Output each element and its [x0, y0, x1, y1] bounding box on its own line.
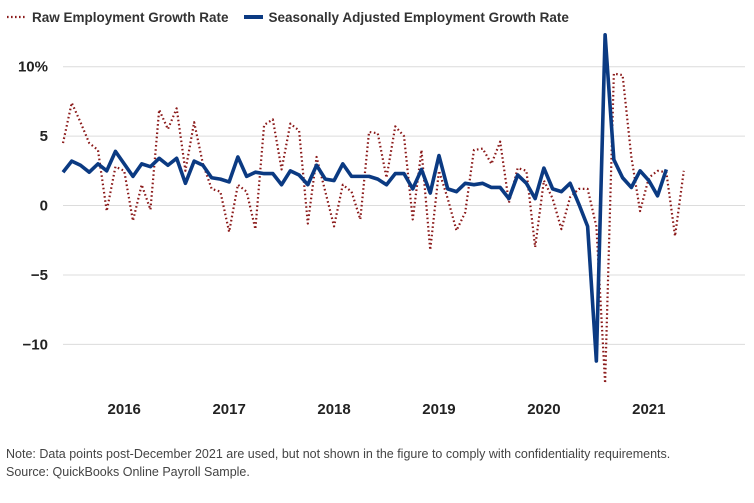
legend-label-raw: Raw Employment Growth Rate — [32, 9, 229, 25]
y-axis-tick-labels: 10% 5 0 −5 −10 — [18, 59, 48, 354]
x-tick-label: 2021 — [632, 401, 665, 418]
legend-label-seasonally-adjusted: Seasonally Adjusted Employment Growth Ra… — [268, 9, 569, 25]
x-tick-label: 2019 — [422, 401, 455, 418]
y-tick-label: 10% — [18, 59, 48, 76]
legend-item-seasonally-adjusted[interactable]: Seasonally Adjusted Employment Growth Ra… — [243, 10, 569, 25]
raw-growth-series-line — [61, 72, 685, 385]
legend-solid-line-icon — [243, 15, 263, 19]
legend-dotted-line-icon — [7, 15, 26, 19]
data-series — [61, 32, 685, 385]
seasonally-adjusted-series-line — [61, 32, 669, 363]
x-tick-label: 2020 — [527, 401, 560, 418]
x-axis-tick-labels: 2016 2017 2018 2019 2020 2021 — [108, 401, 666, 418]
note-text: Note: Data points post-December 2021 are… — [6, 447, 671, 461]
y-tick-label: −10 — [23, 336, 48, 353]
y-tick-label: −5 — [31, 267, 48, 284]
x-tick-label: 2016 — [108, 401, 141, 418]
y-tick-label: 5 — [40, 128, 48, 145]
chart-legend: Raw Employment Growth Rate Seasonally Ad… — [6, 6, 583, 28]
legend-item-raw[interactable]: Raw Employment Growth Rate — [6, 10, 229, 25]
source-text: Source: QuickBooks Online Payroll Sample… — [6, 465, 250, 479]
gridlines — [63, 66, 745, 345]
y-tick-label: 0 — [40, 198, 48, 215]
x-tick-label: 2018 — [317, 401, 350, 418]
chart-notes: Note: Data points post-December 2021 are… — [6, 447, 746, 483]
x-tick-label: 2017 — [212, 401, 245, 418]
employment-growth-chart: 10% 5 0 −5 −10 2016 2017 2018 2019 2020 2021 — [18, 32, 745, 418]
